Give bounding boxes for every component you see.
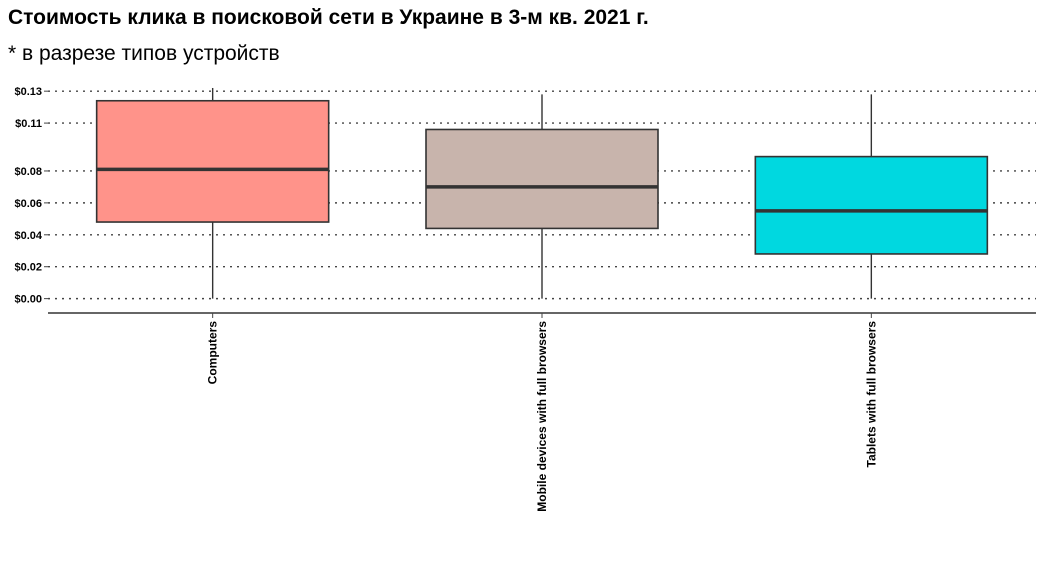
y-tick-label: $0.04 — [14, 230, 42, 242]
x-tick-label: Computers — [206, 321, 220, 385]
box-body — [754, 155, 989, 255]
y-tick-label: $0.11 — [15, 118, 42, 130]
box-2 — [425, 94, 659, 299]
box-1 — [95, 87, 330, 299]
x-tick-label: Tablets with full browsers — [864, 321, 878, 468]
x-axis-ticks: Computers Mobile devices with full browse… — [206, 313, 878, 512]
box-body — [425, 128, 659, 230]
y-tick-label: $0.08 — [14, 166, 42, 178]
y-axis-ticks: $0.00 $0.02 $0.04 $0.06 $0.08 $0.11 $0.13 — [14, 86, 48, 306]
box-3 — [754, 94, 989, 299]
y-tick-label: $0.02 — [14, 262, 42, 274]
chart-title: Стоимость клика в поисковой сети в Украи… — [8, 6, 649, 29]
y-tick-label: $0.06 — [14, 198, 42, 210]
y-tick-label: $0.00 — [14, 294, 42, 306]
chart-subtitle: * в разрезе типов устройств — [8, 42, 280, 65]
box-body — [95, 99, 330, 223]
x-tick-label: Mobile devices with full browsers — [535, 321, 549, 512]
boxes — [95, 87, 989, 299]
y-tick-label: $0.13 — [14, 86, 42, 98]
